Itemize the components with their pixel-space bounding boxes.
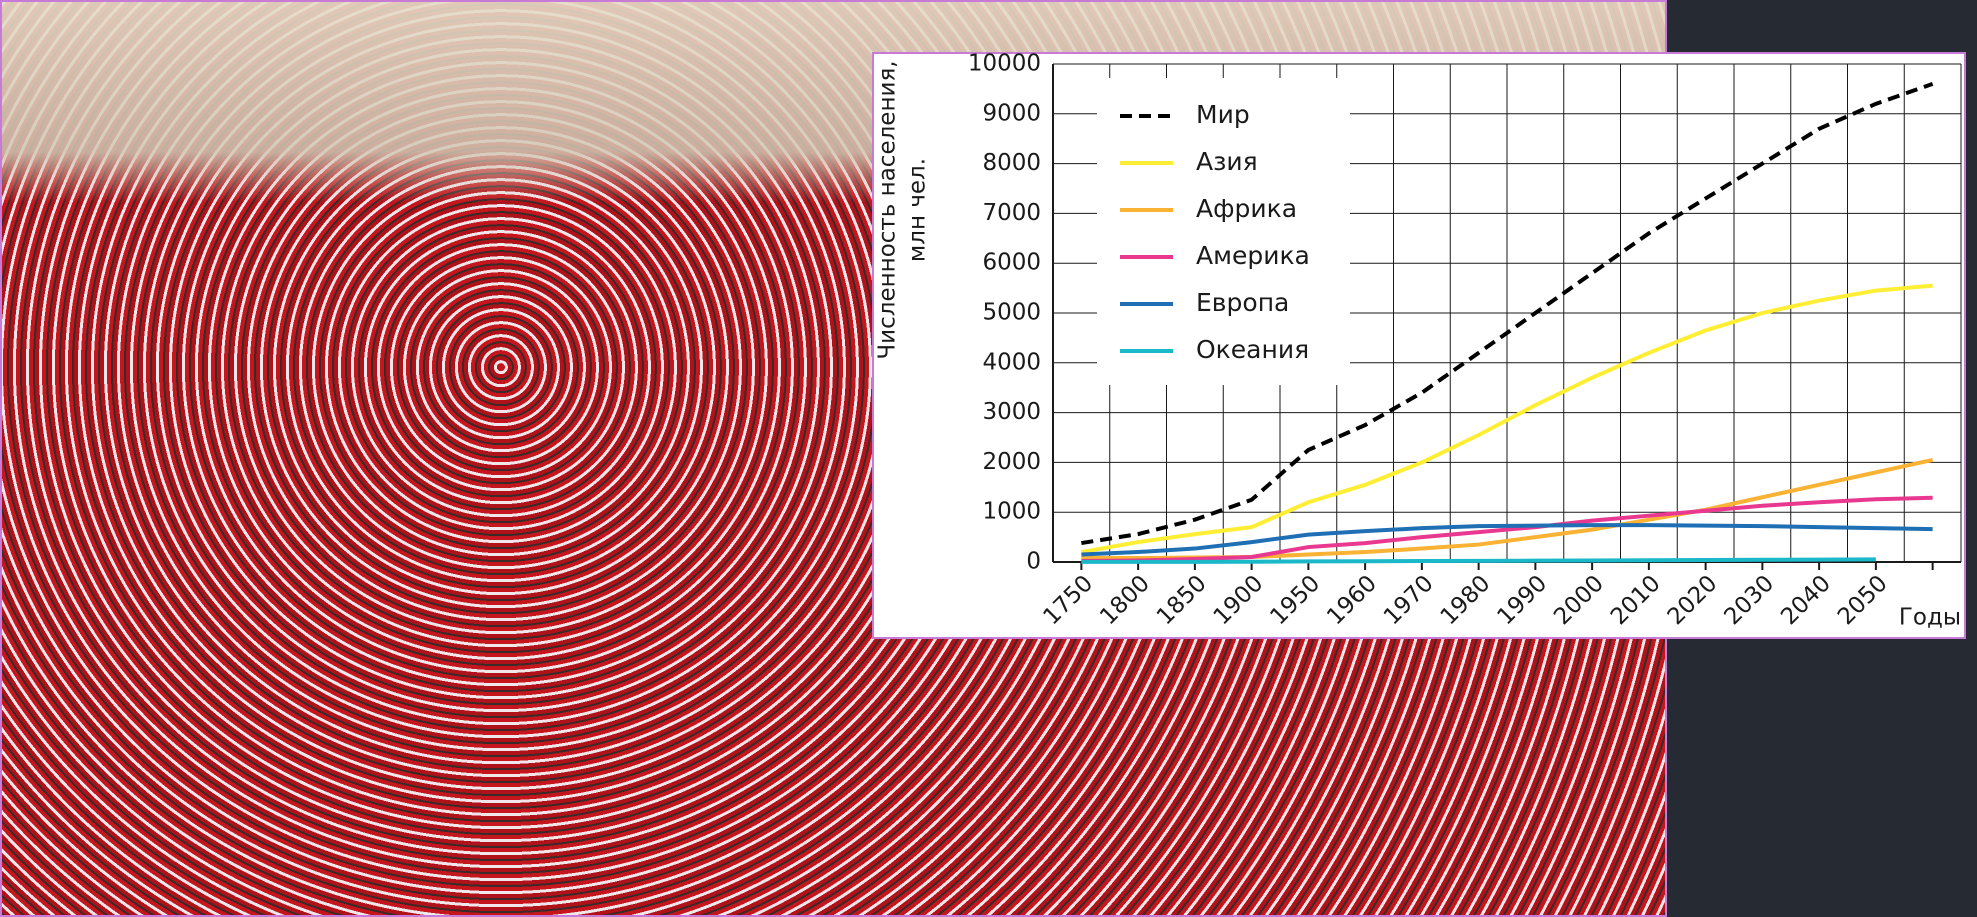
legend-label: Европа xyxy=(1196,288,1289,317)
y-tick-label: 2000 xyxy=(982,449,1041,475)
x-axis-label: Годы xyxy=(1899,605,1961,631)
legend-label: Океания xyxy=(1196,335,1309,364)
y-axis-label: млн чел. xyxy=(905,158,931,262)
y-tick-label: 8000 xyxy=(982,150,1041,176)
y-tick-label: 7000 xyxy=(982,200,1041,226)
y-tick-label: 5000 xyxy=(982,300,1041,326)
y-tick-label: 3000 xyxy=(982,399,1041,425)
legend-label: Америка xyxy=(1196,241,1310,270)
y-tick-label: 4000 xyxy=(982,349,1041,375)
y-tick-label: 10000 xyxy=(968,51,1041,77)
legend-label: Африка xyxy=(1196,194,1297,223)
y-tick-label: 6000 xyxy=(982,250,1041,276)
y-tick-label: 9000 xyxy=(982,100,1041,126)
y-tick-label: 0 xyxy=(1026,549,1041,575)
legend-label: Мир xyxy=(1196,100,1250,129)
y-tick-label: 1000 xyxy=(982,499,1041,525)
legend-label: Азия xyxy=(1196,147,1258,176)
slide: Численность населения, млн чел. Годы 0 10… xyxy=(0,0,1977,917)
y-axis-label: Численность населения, xyxy=(875,60,901,359)
chart: Численность населения, млн чел. Годы 0 10… xyxy=(0,0,1977,917)
